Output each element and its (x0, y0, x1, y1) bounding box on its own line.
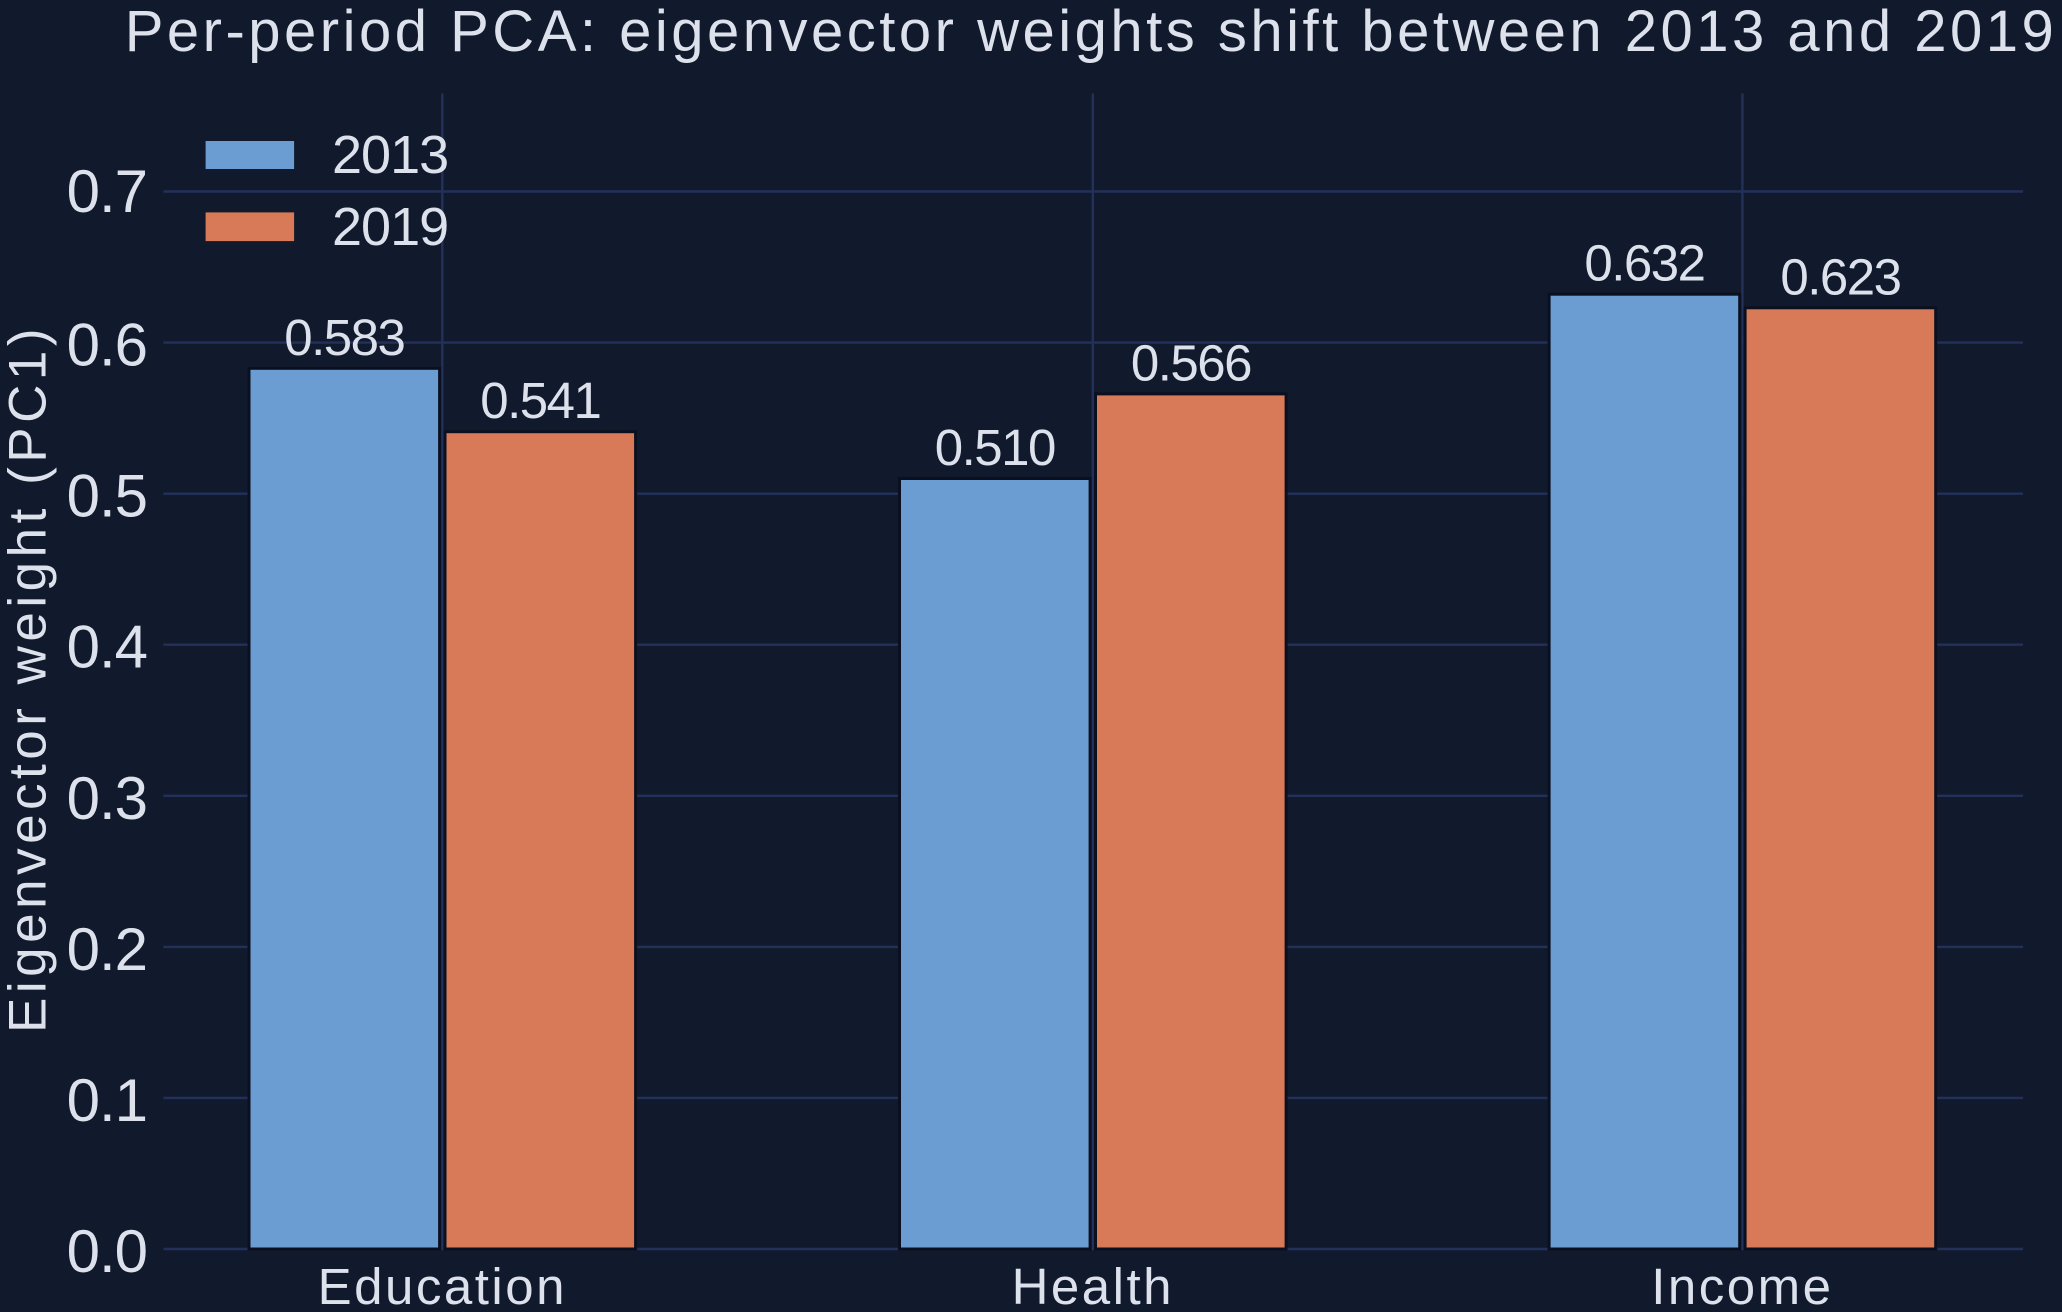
svg-text:0.0: 0.0 (67, 1218, 147, 1285)
svg-text:2013: 2013 (332, 125, 448, 185)
svg-text:2019: 2019 (332, 197, 448, 257)
svg-text:0.510: 0.510 (935, 419, 1055, 476)
svg-text:Health: Health (1012, 1258, 1174, 1312)
svg-text:0.6: 0.6 (67, 312, 147, 379)
svg-text:0.5: 0.5 (67, 463, 147, 530)
svg-text:0.623: 0.623 (1780, 248, 1900, 305)
svg-text:0.583: 0.583 (284, 309, 404, 366)
svg-text:0.2: 0.2 (67, 916, 147, 983)
svg-text:Income: Income (1651, 1258, 1833, 1312)
svg-text:Per-period PCA: eigenvector we: Per-period PCA: eigenvector weights shif… (125, 0, 2058, 64)
svg-text:0.3: 0.3 (67, 765, 147, 832)
svg-text:0.632: 0.632 (1584, 235, 1704, 292)
svg-text:0.4: 0.4 (67, 614, 147, 681)
svg-text:Eigenvector weight (PC1): Eigenvector weight (PC1) (0, 324, 58, 1033)
svg-text:0.7: 0.7 (67, 158, 147, 225)
svg-text:0.566: 0.566 (1131, 334, 1251, 391)
svg-text:0.541: 0.541 (480, 372, 600, 429)
svg-text:Education: Education (318, 1258, 567, 1312)
svg-text:0.1: 0.1 (67, 1067, 147, 1134)
